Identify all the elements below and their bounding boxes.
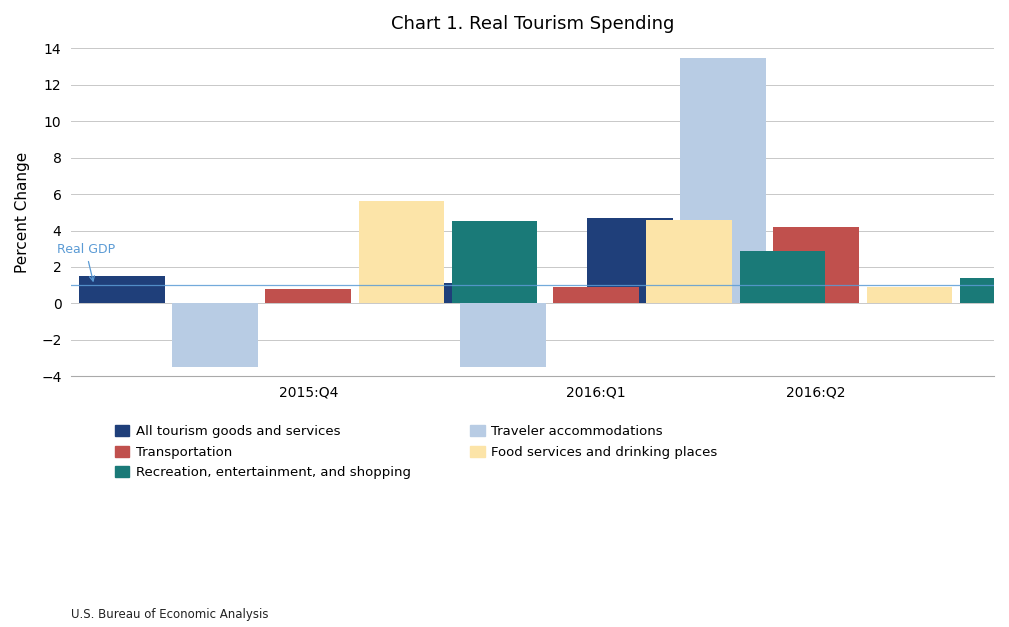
Text: Real GDP: Real GDP [57,243,115,281]
Bar [265,289,351,303]
Bar [367,283,453,303]
Bar [460,303,546,367]
Text: U.S. Bureau of Economic Analysis: U.S. Bureau of Economic Analysis [71,608,268,621]
Bar [358,201,444,303]
Bar [587,218,673,303]
Bar [740,251,825,303]
Legend: All tourism goods and services, Transportation, Recreation, entertainment, and s: All tourism goods and services, Transpor… [115,425,717,479]
Title: Chart 1. Real Tourism Spending: Chart 1. Real Tourism Spending [390,15,674,33]
Bar [773,227,859,303]
Bar [79,276,164,303]
Bar [647,219,733,303]
Bar [867,287,952,303]
Bar [452,221,538,303]
Bar [173,303,258,367]
Bar [680,58,766,303]
Bar [960,278,1009,303]
Bar [553,287,639,303]
Y-axis label: Percent Change: Percent Change [15,152,30,273]
